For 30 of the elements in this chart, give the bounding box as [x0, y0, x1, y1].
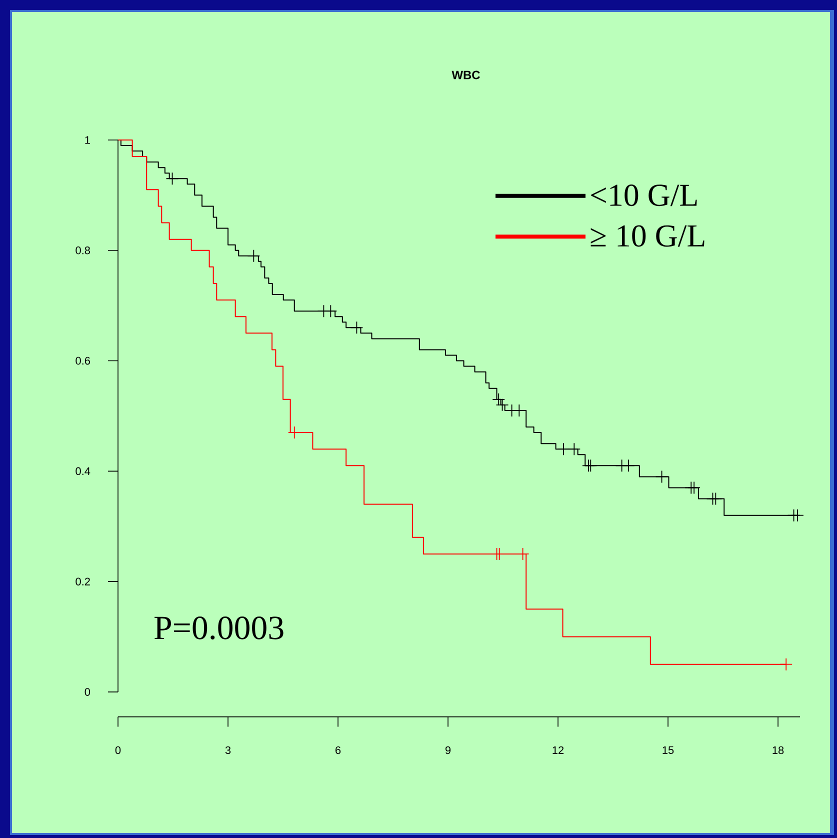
- x-tick-label: 3: [225, 746, 231, 754]
- legend-label: ≥ 10 G/L: [590, 225, 704, 247]
- point: [557, 442, 570, 456]
- point: [350, 321, 364, 334]
- y-tick-label: 0.2: [76, 578, 90, 586]
- y-tick-label: 0.6: [76, 356, 90, 365]
- x-tick-label: 12: [552, 746, 564, 754]
- point: [655, 470, 668, 484]
- point: [791, 508, 804, 522]
- x-tick-label: 15: [662, 746, 674, 754]
- x-tick-label: 9: [445, 746, 451, 754]
- chart-title: WBC: [452, 70, 480, 80]
- y-tick-label: 0.8: [76, 246, 90, 254]
- point: [622, 459, 635, 472]
- x-tick-label: 0: [115, 746, 121, 754]
- x-tick-label: 6: [336, 746, 341, 754]
- point: [780, 658, 793, 671]
- point: [568, 442, 581, 456]
- annotation: P=0.0003: [154, 616, 284, 640]
- x-tick-label: 18: [772, 746, 784, 754]
- point: [166, 172, 179, 186]
- point: [709, 492, 722, 506]
- point: [584, 459, 598, 472]
- point: [324, 304, 338, 318]
- y-tick-label: 1: [85, 136, 90, 144]
- point: [247, 249, 260, 262]
- legend-label: <10 G/L: [591, 184, 697, 206]
- y-tick-label: 0: [84, 688, 90, 696]
- y-tick-label: 0.4: [76, 467, 90, 476]
- point: [688, 481, 700, 494]
